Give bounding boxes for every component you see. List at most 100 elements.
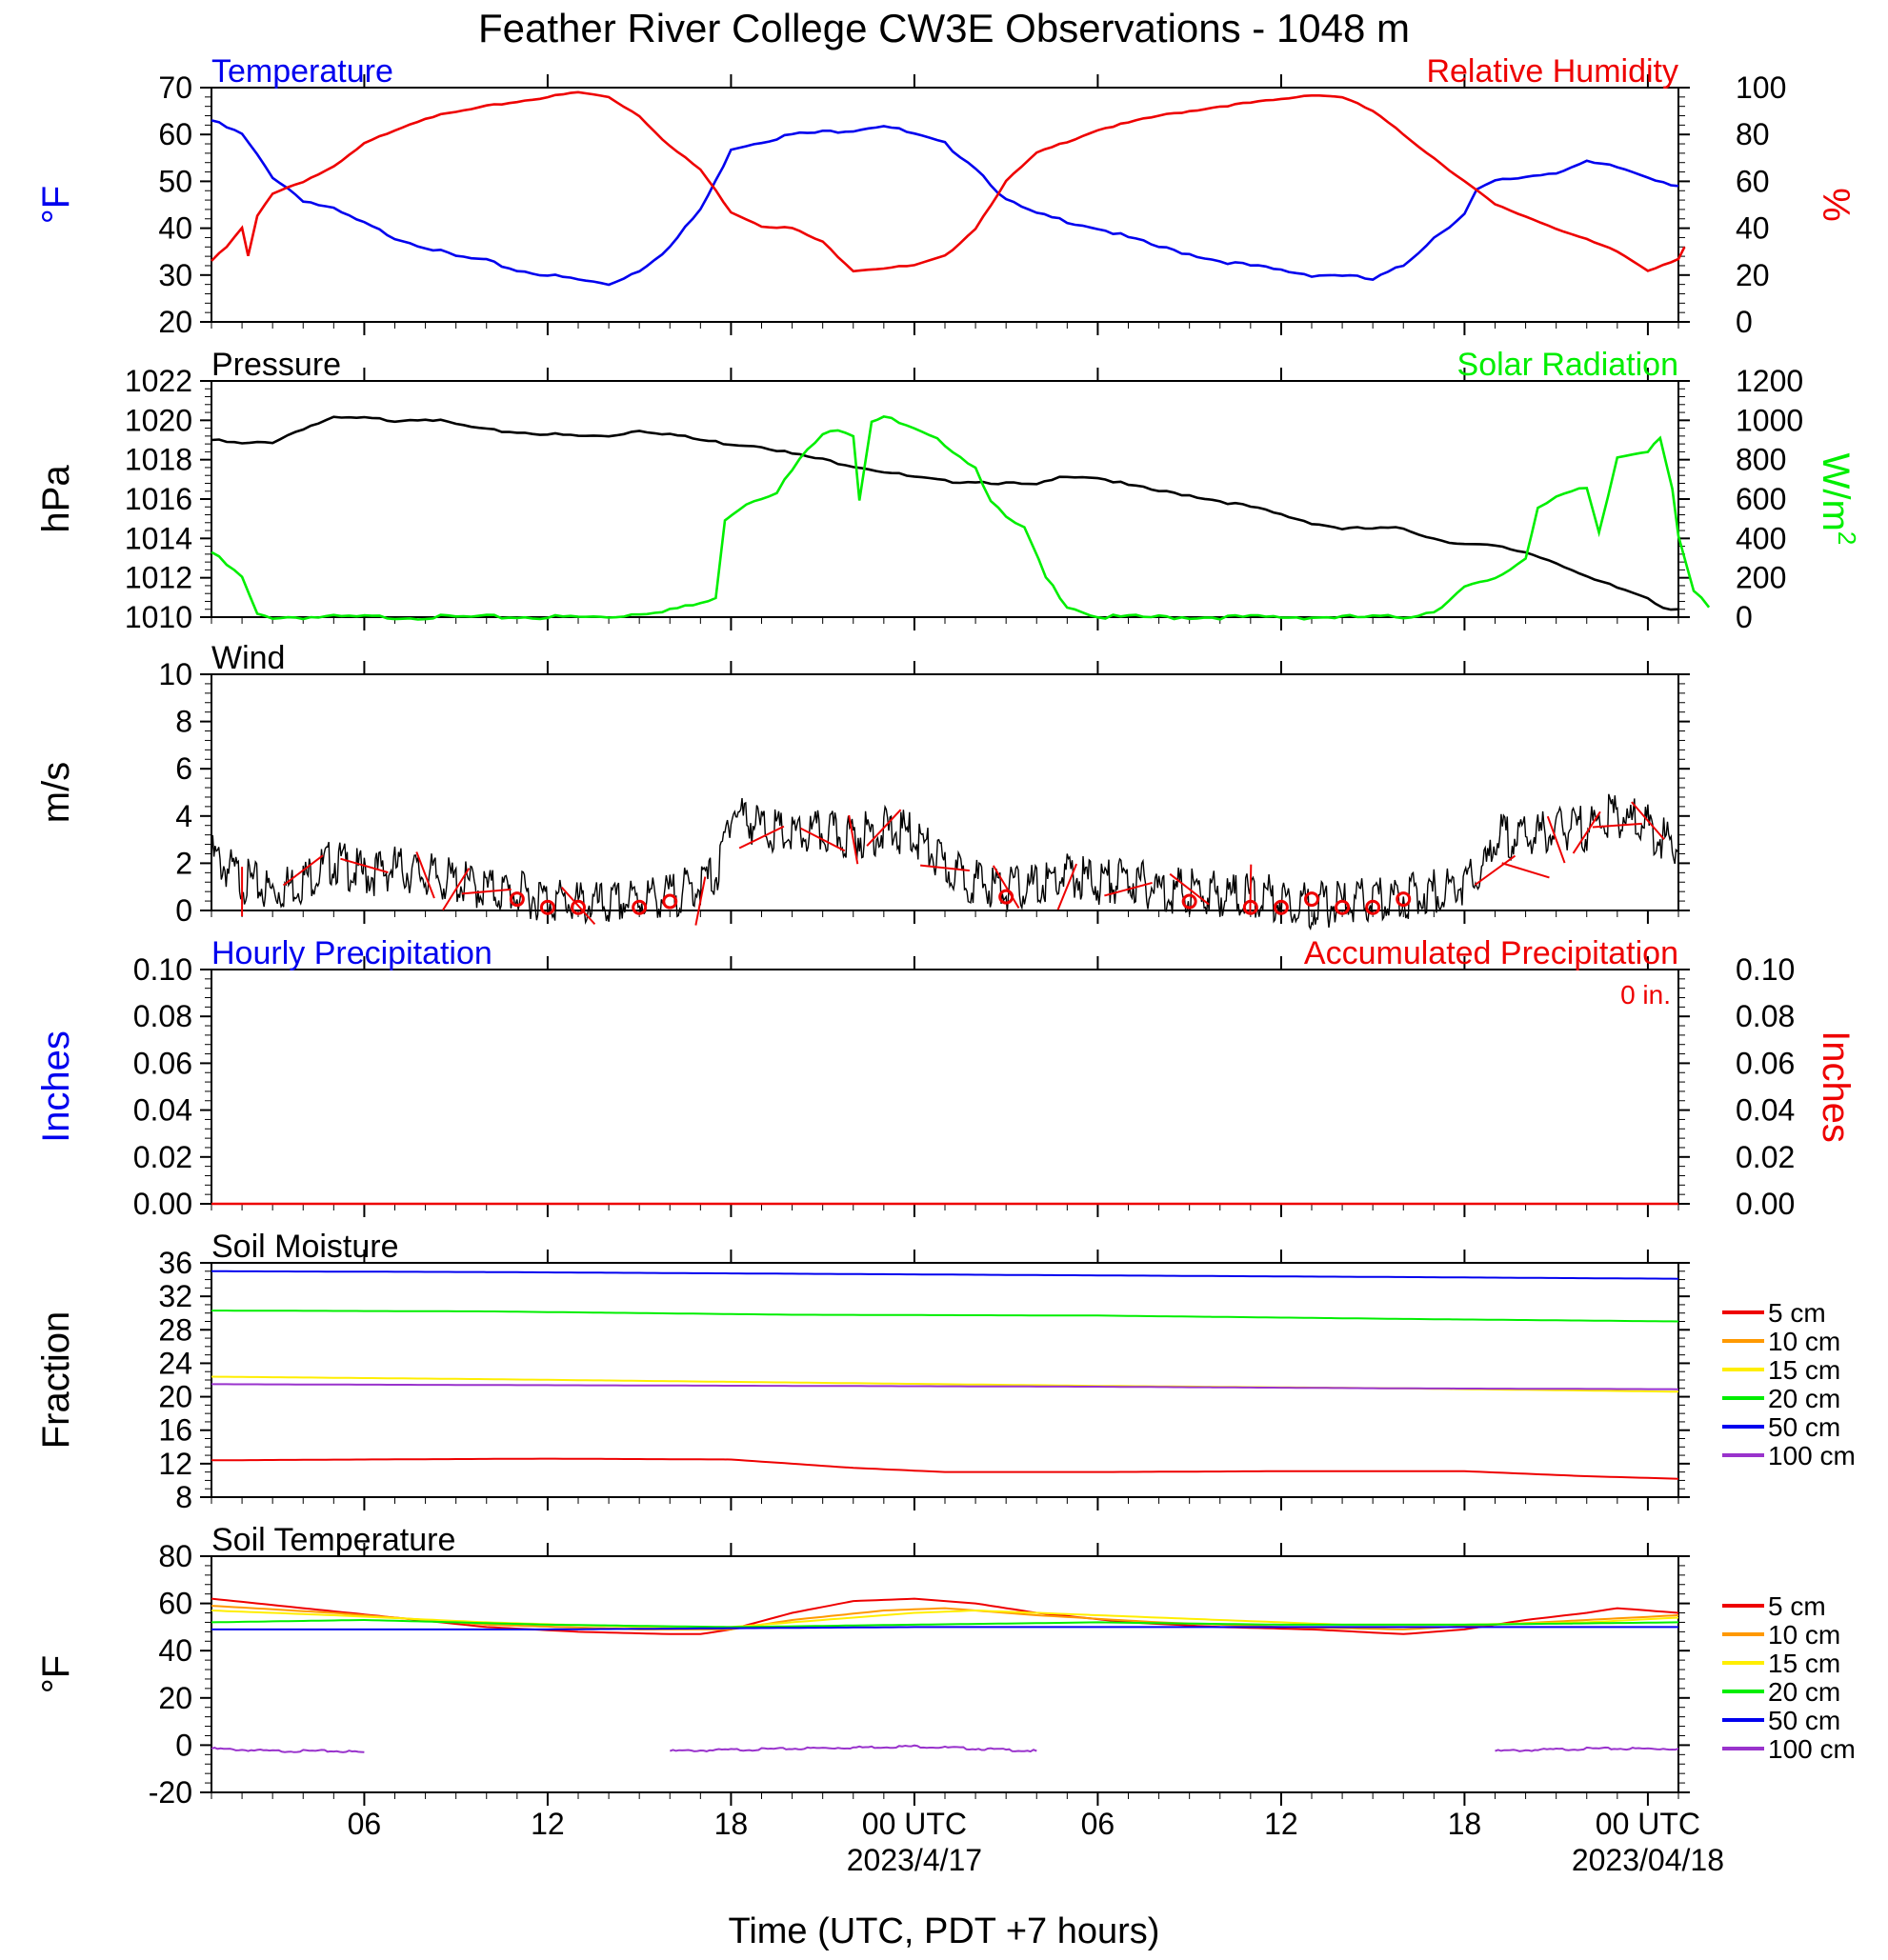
y-axis-title-right: % xyxy=(1815,188,1857,222)
calm-wind-circle xyxy=(662,893,678,910)
left-tick-label: 40 xyxy=(158,1633,192,1668)
right-tick-label: 200 xyxy=(1736,561,1786,595)
left-tick-label: 40 xyxy=(158,211,192,246)
time-tick-label: 06 xyxy=(1081,1807,1115,1841)
legend-label: 10 cm xyxy=(1768,1327,1840,1356)
left-tick-label: 1012 xyxy=(125,561,192,595)
series-line-20-cm xyxy=(211,1618,1679,1629)
time-tick-label: 18 xyxy=(714,1807,749,1841)
left-tick-label: 10 xyxy=(158,657,192,691)
series-line-100-cm xyxy=(211,1747,365,1753)
calm-wind-circle xyxy=(1365,899,1381,915)
calm-wind-circle xyxy=(1304,891,1319,908)
left-tick-label: 12 xyxy=(158,1447,192,1481)
wind-barb xyxy=(1501,862,1550,879)
y-axis-title-left: hPa xyxy=(35,465,77,533)
right-tick-label: 0.00 xyxy=(1736,1187,1795,1221)
left-tick-label: 0.06 xyxy=(133,1046,192,1080)
panel-title-left: Wind xyxy=(211,640,285,676)
left-tick-label: 60 xyxy=(158,1587,192,1621)
wind-barb xyxy=(1169,872,1210,906)
series-line-100-cm xyxy=(669,1744,1037,1753)
panel-pressure-solar: 1022 1020 1018 1016 1014 1012 1010 1200 1000 800 6… xyxy=(35,347,1861,634)
right-tick-label: 400 xyxy=(1736,521,1786,555)
right-tick-label: 20 xyxy=(1736,258,1770,292)
y-axis-title-left: m/s xyxy=(35,762,77,823)
wind-barb xyxy=(694,876,707,926)
left-tick-label: 28 xyxy=(158,1312,192,1347)
wind-barb xyxy=(560,887,596,926)
left-tick-label: 1014 xyxy=(125,521,192,555)
series-line-left xyxy=(211,793,1679,930)
calm-wind-circle xyxy=(1273,899,1289,915)
right-tick-label: 0.04 xyxy=(1736,1093,1795,1128)
wind-barb xyxy=(1104,881,1153,897)
left-tick-label: 80 xyxy=(158,1539,192,1573)
left-tick-label: 24 xyxy=(158,1346,192,1380)
left-tick-label: 0 xyxy=(175,893,192,928)
right-tick-label: 800 xyxy=(1736,443,1786,477)
accumulated-total: 0 in. xyxy=(1620,980,1671,1010)
left-tick-label: 8 xyxy=(175,1480,192,1514)
wind-barb xyxy=(1631,801,1665,841)
panel-title-right: Accumulated Precipitation xyxy=(1304,935,1678,971)
legend-label: 5 cm xyxy=(1768,1591,1826,1621)
time-tick-label: 18 xyxy=(1448,1807,1482,1841)
legend-label: 10 cm xyxy=(1768,1620,1840,1650)
legend-label: 50 cm xyxy=(1768,1706,1840,1735)
calm-wind-circle xyxy=(998,889,1014,905)
panel-title-right: Solar Radiation xyxy=(1457,347,1678,383)
series-line-10-cm xyxy=(211,1605,1679,1630)
series-line-100-cm xyxy=(1495,1746,1679,1752)
left-tick-label: 1022 xyxy=(125,364,192,398)
time-tick-label: 00 UTC xyxy=(862,1807,967,1841)
left-tick-label: 1020 xyxy=(125,403,192,437)
time-tick-label: 12 xyxy=(1264,1807,1298,1841)
calm-wind-circle xyxy=(1396,891,1412,908)
series-line-100-cm xyxy=(211,1383,1679,1390)
left-tick-label: 0.04 xyxy=(133,1093,192,1128)
wind-barb xyxy=(1592,822,1642,829)
y-axis-title-superscript: 2 xyxy=(1833,531,1861,545)
calm-wind-circle xyxy=(539,899,555,915)
right-tick-label: 60 xyxy=(1736,164,1770,198)
wind-barb xyxy=(1056,863,1078,910)
right-tick-label: 40 xyxy=(1736,211,1770,246)
series-line-50-cm xyxy=(211,1270,1679,1280)
right-tick-label: 600 xyxy=(1736,482,1786,516)
series-line-left xyxy=(211,415,1679,611)
y-axis-title-right: Inches xyxy=(1815,1030,1857,1143)
left-tick-label: -20 xyxy=(149,1775,192,1810)
left-tick-label: 4 xyxy=(175,799,192,833)
left-tick-label: 0.10 xyxy=(133,952,192,987)
right-tick-label: 0.06 xyxy=(1736,1046,1795,1080)
series-line-right xyxy=(211,90,1686,273)
panel-wind: 10 8 6 4 2 0 Wind m/s xyxy=(35,640,1690,930)
left-tick-label: 20 xyxy=(158,1380,192,1414)
left-tick-label: 70 xyxy=(158,70,192,105)
wind-barb xyxy=(1249,864,1253,914)
right-tick-label: 80 xyxy=(1736,117,1770,151)
calm-wind-circle xyxy=(632,899,648,915)
left-tick-label: 0.00 xyxy=(133,1187,192,1221)
wind-barb xyxy=(1546,815,1566,864)
series-line-20-cm xyxy=(211,1310,1679,1323)
series-line-5-cm xyxy=(211,1457,1679,1480)
left-tick-label: 30 xyxy=(158,258,192,292)
left-tick-label: 0.02 xyxy=(133,1140,192,1174)
wind-barb xyxy=(282,854,324,887)
time-tick-label: 00 UTC xyxy=(1596,1807,1700,1841)
left-tick-label: 20 xyxy=(158,1681,192,1715)
panel-title-left: Hourly Precipitation xyxy=(211,935,492,971)
series-line-50-cm xyxy=(211,1626,1678,1630)
right-tick-label: 0.02 xyxy=(1736,1140,1795,1174)
panel-title-left: Soil Temperature xyxy=(211,1522,455,1558)
right-tick-label: 0.10 xyxy=(1736,952,1795,987)
left-tick-label: 1018 xyxy=(125,443,192,477)
legend-label: 5 cm xyxy=(1768,1298,1826,1328)
plot-frame xyxy=(211,1262,1679,1498)
legend-label: 50 cm xyxy=(1768,1412,1840,1442)
left-tick-label: 1016 xyxy=(125,482,192,516)
